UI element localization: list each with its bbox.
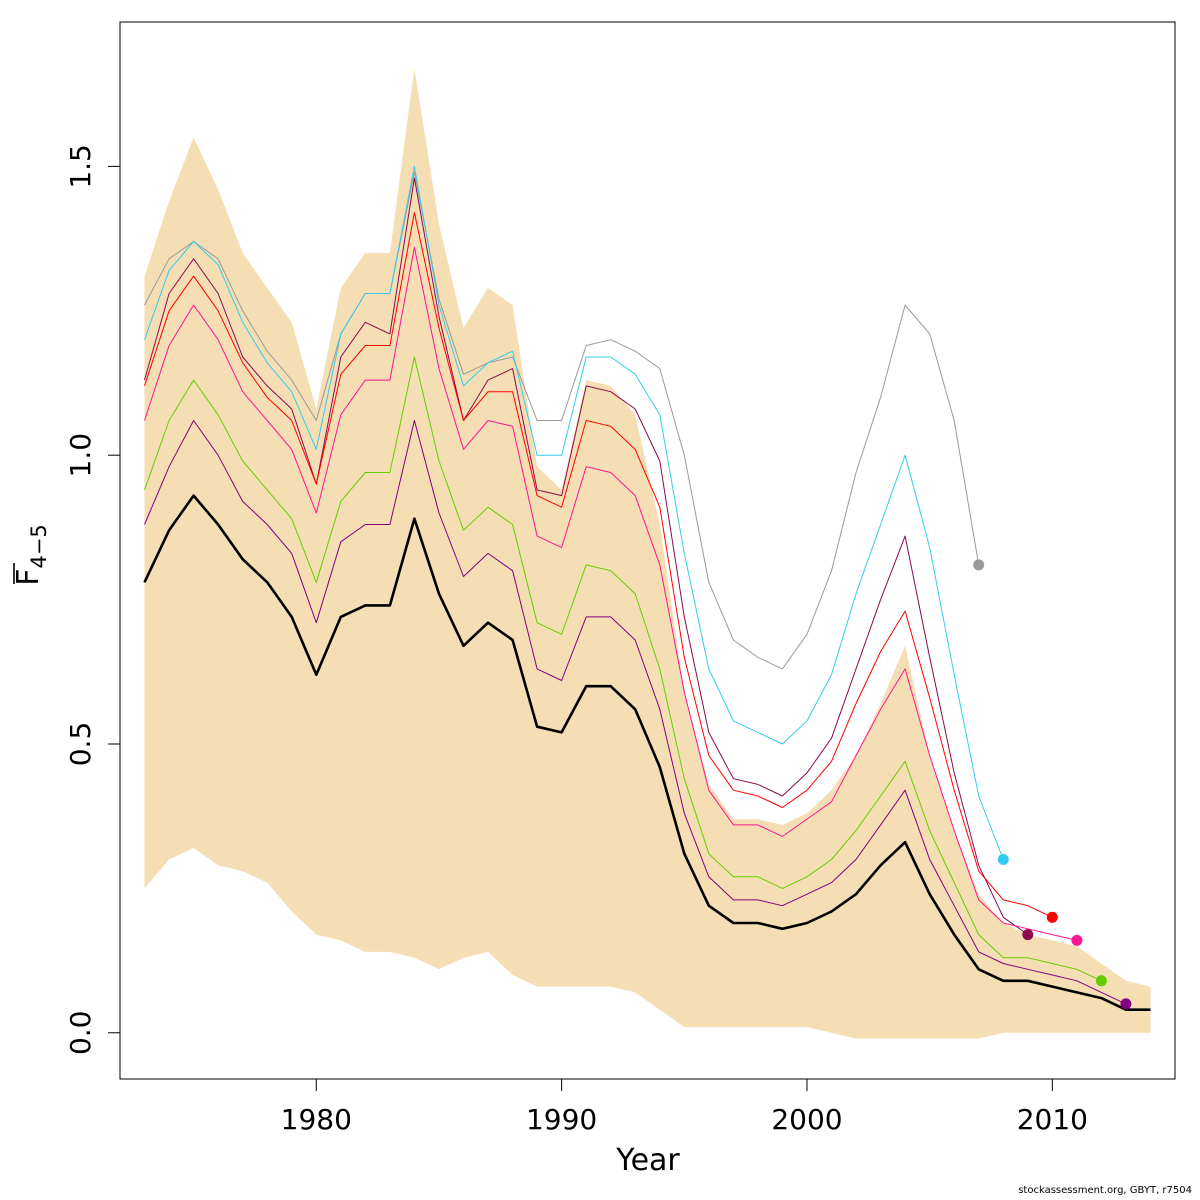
confidence-band <box>144 68 1151 1039</box>
y-axis-title: F4−5 <box>11 524 51 586</box>
series-end-point-3 <box>1022 929 1034 941</box>
x-axis: 1980 1990 2000 2010 <box>281 1078 1088 1136</box>
x-tick-label: 1980 <box>281 1103 352 1136</box>
series-line-2 <box>144 165 1004 860</box>
series-end-point-5 <box>1071 934 1083 946</box>
series-line-6 <box>144 356 1102 982</box>
end-points-layer <box>973 559 1132 1010</box>
series-line-3 <box>144 177 1029 936</box>
series-end-point-4 <box>1046 911 1058 923</box>
x-axis-title: Year <box>615 1143 680 1178</box>
y-tick-label: 0.0 <box>64 1011 97 1056</box>
y-tick-label: 1.5 <box>64 144 97 189</box>
series-line-8 <box>143 494 1151 1012</box>
series-line-4 <box>144 212 1053 918</box>
svg-text:F4−5: F4−5 <box>11 524 51 586</box>
y-tick-label: 1.0 <box>64 433 97 478</box>
series-end-point-6 <box>1095 975 1107 987</box>
series-end-point-2 <box>997 854 1009 865</box>
x-tick-label: 2010 <box>1017 1103 1088 1136</box>
series-layer <box>143 165 1151 1012</box>
series-line-5 <box>144 246 1078 941</box>
series-end-point-7 <box>1120 998 1132 1010</box>
y-axis: 0.0 0.5 1.0 1.5 <box>64 144 121 1056</box>
series-line-1 <box>144 171 980 670</box>
footer-credit: stockassessment.org, GBYT, r7504 <box>1018 1185 1192 1196</box>
x-tick-label: 2000 <box>771 1103 842 1136</box>
y-tick-label: 0.5 <box>64 722 97 767</box>
x-tick-label: 1990 <box>526 1103 597 1136</box>
y-axis-title-sub: 4−5 <box>27 524 51 568</box>
confidence-band-layer <box>144 68 1151 1039</box>
series-end-point-1 <box>973 559 985 571</box>
y-axis-title-main: F <box>11 569 46 586</box>
series-line-7 <box>144 420 1127 1005</box>
